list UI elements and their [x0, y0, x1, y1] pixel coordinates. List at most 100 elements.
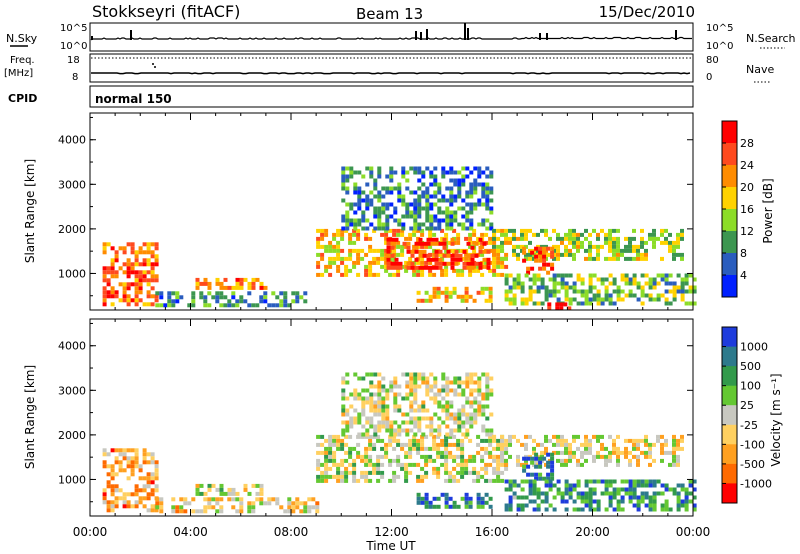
heatmap-cell	[393, 408, 398, 413]
heatmap-cell	[472, 470, 477, 475]
heatmap-cell	[608, 491, 613, 496]
heatmap-cell	[424, 454, 429, 459]
heatmap-cell	[377, 388, 382, 393]
heatmap-cell	[608, 483, 613, 488]
heatmap-cell	[437, 222, 442, 227]
heatmap-cell	[146, 246, 151, 251]
heatmap-cell	[324, 466, 329, 471]
heatmap-cell	[126, 258, 131, 263]
heatmap-cell	[512, 483, 517, 488]
heatmap-cell	[417, 408, 422, 413]
heatmap-cell	[508, 240, 512, 245]
heatmap-cell	[134, 302, 139, 307]
heatmap-cell	[385, 416, 390, 421]
heatmap-cell	[616, 450, 620, 455]
heatmap-cell	[600, 301, 605, 306]
heatmap-cell	[110, 246, 115, 251]
heatmap-cell	[345, 222, 350, 227]
heatmap-cell	[349, 424, 354, 429]
heatmap-cell	[381, 376, 386, 381]
heatmap-cell	[485, 198, 490, 203]
heatmap-cell	[624, 454, 628, 459]
heatmap-cell	[572, 450, 576, 455]
heatmap-cell	[344, 478, 349, 483]
heatmap-cell	[536, 248, 540, 253]
heatmap-cell	[357, 206, 362, 211]
heatmap-cell	[373, 412, 378, 417]
heatmap-cell	[328, 434, 333, 439]
heatmap-cell	[400, 466, 405, 471]
heatmap-cell	[251, 501, 256, 506]
heatmap-cell	[680, 285, 685, 290]
heatmap-cell	[500, 446, 504, 451]
heatmap-cell	[398, 265, 403, 270]
heatmap-cell	[114, 460, 119, 465]
heatmap-cell	[548, 277, 553, 282]
heatmap-cell	[179, 505, 184, 510]
heatmap-cell	[445, 170, 450, 175]
heatmap-cell	[468, 268, 473, 273]
heatmap-cell	[138, 476, 143, 481]
heatmap-cell	[417, 166, 422, 171]
heatmap-cell	[420, 500, 425, 505]
heatmap-cell	[349, 392, 354, 397]
heatmap-cell	[118, 452, 123, 457]
heatmap-cell	[536, 458, 540, 463]
heatmap-cell	[616, 248, 620, 253]
heatmap-cell	[500, 272, 505, 277]
heatmap-cell	[528, 256, 532, 261]
heatmap-cell	[386, 249, 391, 254]
heatmap-cell	[307, 505, 312, 510]
heatmap-cell	[628, 487, 633, 492]
heatmap-cell	[504, 446, 509, 451]
heatmap-cell	[644, 240, 648, 245]
heatmap-cell	[512, 479, 517, 484]
heatmap-cell	[408, 450, 413, 455]
heatmap-cell	[485, 202, 490, 207]
heatmap-cell	[474, 261, 479, 266]
heatmap-cell	[512, 277, 517, 282]
heatmap-cell	[405, 214, 410, 219]
y-tick-label: 2000	[58, 223, 86, 236]
heatmap-cell	[453, 198, 458, 203]
heatmap-cell	[154, 460, 159, 465]
heatmap-cell	[401, 396, 406, 401]
heatmap-cell	[154, 294, 159, 299]
heatmap-cell	[608, 228, 612, 233]
heatmap-cell	[102, 496, 107, 501]
heatmap-cell	[485, 380, 490, 385]
heatmap-cell	[608, 293, 613, 298]
heatmap-cell	[385, 420, 390, 425]
heatmap-cell	[361, 388, 366, 393]
heatmap-cell	[372, 434, 377, 439]
heatmap-cell	[211, 295, 216, 300]
heatmap-cell	[489, 428, 494, 433]
heatmap-cell	[102, 290, 107, 295]
heatmap-cell	[536, 442, 540, 447]
heatmap-cell	[373, 182, 378, 187]
heatmap-cell	[146, 460, 151, 465]
heatmap-cell	[580, 277, 585, 282]
heatmap-cell	[102, 250, 107, 255]
heatmap-cell	[179, 509, 184, 514]
heatmap-cell	[341, 388, 346, 393]
heatmap-cell	[150, 286, 155, 291]
heatmap-cell	[393, 432, 398, 437]
heatmap-cell	[608, 503, 613, 508]
heatmap-cell	[608, 240, 612, 245]
heatmap-cell	[464, 466, 469, 471]
heatmap-cell	[433, 396, 438, 401]
heatmap-cell	[504, 293, 509, 298]
heatmap-cell	[420, 438, 425, 443]
heatmap-cell	[159, 303, 164, 308]
heatmap-cell	[122, 294, 127, 299]
heatmap-cell	[299, 295, 304, 300]
heatmap-cell	[672, 438, 676, 443]
heatmap-cell	[469, 388, 474, 393]
heatmap-cell	[372, 256, 377, 261]
heatmap-cell	[532, 438, 536, 443]
heatmap-cell	[356, 454, 361, 459]
heatmap-cell	[401, 198, 406, 203]
freq-panel-frame	[89, 53, 694, 83]
heatmap-cell	[332, 256, 337, 261]
